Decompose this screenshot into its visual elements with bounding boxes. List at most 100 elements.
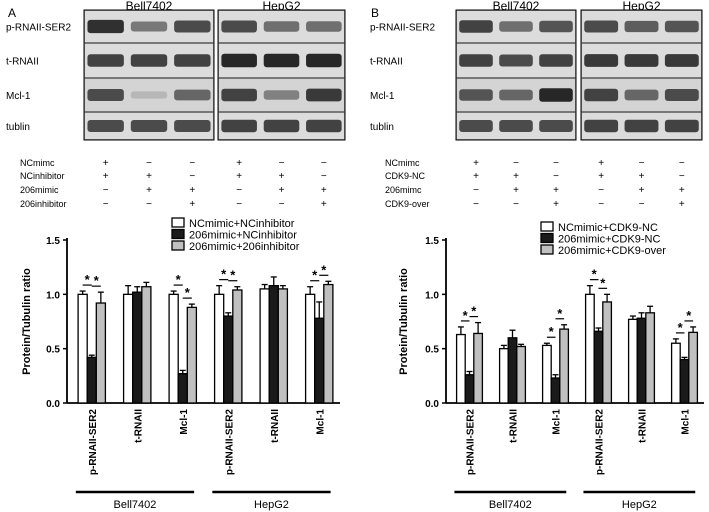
blot-band [87, 19, 124, 34]
condition-label: NCmimc [385, 158, 420, 168]
significance-mark: * [85, 272, 91, 287]
legend-label: NCmimic+NCinhibitor [189, 218, 295, 230]
blot-band [584, 54, 619, 67]
group-label: HepG2 [254, 499, 289, 511]
condition-sign: + [639, 171, 645, 182]
blot-band [539, 20, 573, 33]
bar [259, 288, 270, 404]
condition-sign: − [679, 171, 685, 182]
bar [86, 356, 97, 404]
y-tick-label: 0.0 [425, 399, 439, 410]
panel-a: A Bell7402 HepG2 p-RNAII-SER2 t-RNAII Mcl-1 tu… [6, 0, 346, 511]
y-axis-label: Protein/Tubulin ratio [21, 268, 33, 375]
condition-label: NCmimc [20, 158, 55, 168]
x-tick-label: p-RNAII-SER2 [88, 409, 99, 476]
y-tick-label: 0.5 [46, 345, 60, 356]
blot-band [174, 20, 211, 33]
x-tick-label: t-RNAII [509, 409, 520, 443]
blot-band [130, 54, 168, 67]
condition-sign: − [321, 171, 327, 182]
bar [541, 344, 552, 404]
legend-label: 206mimic+206inhibitor [189, 241, 300, 253]
bar [516, 345, 527, 404]
blot-band [306, 53, 342, 68]
legend-swatch [171, 228, 185, 240]
blot-band [130, 21, 168, 32]
blot-band [539, 88, 573, 102]
blot-row-label: tublin [370, 122, 394, 133]
panel-letter: B [371, 6, 379, 20]
condition-label: CDK9-over [385, 199, 430, 209]
blot-band [624, 89, 659, 101]
x-tick-label: Mcl-1 [681, 409, 692, 435]
significance-mark: * [185, 285, 191, 300]
blot-band [539, 54, 573, 67]
condition-label: 206inhibitor [20, 199, 67, 209]
condition-sign: − [279, 158, 285, 169]
blot-band [459, 120, 493, 132]
bar [473, 332, 484, 404]
bar [304, 293, 316, 404]
group-label: Bell7402 [489, 499, 532, 511]
condition-sign: + [189, 185, 195, 196]
x-tick-label: t-RNAII [133, 409, 144, 443]
blot-band [174, 120, 211, 132]
blot-band [584, 20, 619, 33]
blot-row-label: t-RNAII [6, 57, 39, 68]
significance-mark: * [600, 275, 606, 290]
bar [679, 358, 690, 404]
condition-sign: − [473, 185, 479, 196]
bar [636, 317, 647, 404]
legend-swatch [171, 240, 185, 251]
condition-sign: − [513, 158, 519, 169]
bar [314, 317, 325, 404]
bar [77, 293, 88, 404]
significance-mark: * [312, 268, 318, 283]
x-tick-label: Mcl-1 [552, 409, 563, 435]
x-tick-label: Mcl-1 [315, 409, 326, 435]
blot-band [221, 53, 257, 68]
condition-sign: − [598, 199, 604, 210]
bar [223, 315, 234, 404]
bar [277, 288, 289, 404]
bar [132, 291, 143, 404]
panel-letter: A [8, 6, 16, 20]
bar [602, 301, 613, 404]
condition-sign: − [189, 171, 195, 182]
blot-row-label: Mcl-1 [6, 91, 31, 102]
condition-sign: + [598, 171, 604, 182]
x-tick-label: t-RNAII [638, 409, 649, 443]
blot-band [499, 120, 533, 132]
x-tick-label: p-RNAII-SER2 [466, 409, 477, 476]
condition-sign: + [146, 171, 152, 182]
panel-b: B Bell7402 HepG2 p-RNAII-SER2 t-RNAII Mcl-1 tu… [370, 0, 704, 511]
legend-label: 206mimic+CDK9-NC [558, 234, 660, 246]
blot-band [174, 54, 211, 67]
condition-sign: + [639, 185, 645, 196]
significance-mark: * [678, 320, 684, 335]
y-tick-label: 1.5 [425, 236, 439, 247]
bar [95, 302, 107, 404]
x-tick-label: t-RNAII [270, 409, 281, 443]
blot-band [499, 54, 533, 67]
condition-sign: + [103, 171, 109, 182]
condition-sign: − [189, 158, 195, 169]
significance-mark: * [686, 308, 692, 323]
bar [498, 348, 509, 404]
significance-mark: * [557, 306, 563, 321]
bar [122, 293, 134, 404]
condition-sign: − [103, 199, 109, 210]
blot-band [263, 21, 300, 32]
blot-band [499, 21, 533, 32]
legend-swatch [171, 217, 185, 228]
blot-row-label: p-RNAII-SER2 [6, 23, 71, 34]
blot-row-label: tublin [6, 122, 30, 133]
blot-band [174, 89, 211, 101]
condition-sign: + [146, 185, 152, 196]
x-tick-label: p-RNAII-SER2 [224, 409, 235, 476]
bar [168, 293, 179, 404]
condition-label: 206mimc [385, 185, 422, 195]
condition-sign: + [236, 171, 242, 182]
blot-band [221, 20, 257, 33]
